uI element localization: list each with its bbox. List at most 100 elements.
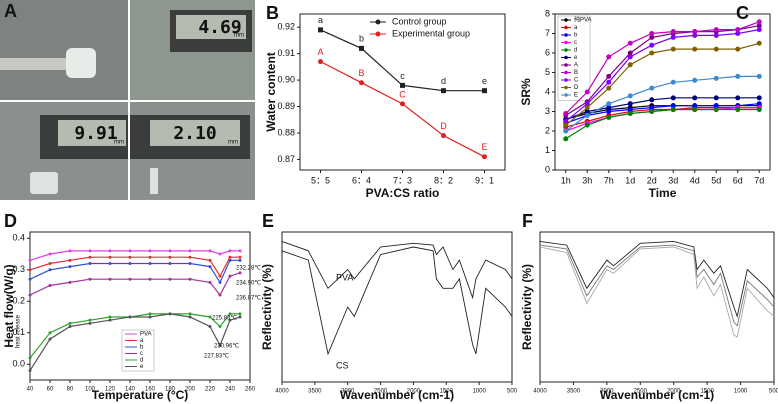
y-tick-label: 0 [545,164,550,174]
point [735,31,741,36]
y-tick-label: 0.90 [277,74,295,84]
x-tick-label: 1d [625,175,635,185]
y-tick-label: 0.87 [277,154,295,164]
point [88,249,92,253]
note: heat release [16,314,22,348]
point [692,32,698,38]
x-tick-label: 60 [47,387,54,393]
point-label: E [481,142,487,152]
caliper-lcd [176,15,246,39]
legend-label: A [574,63,578,69]
point [692,77,698,83]
point [28,356,32,360]
point [218,274,222,278]
y-tick-label: 0.91 [277,48,295,58]
legend-label: a [140,338,144,344]
series-line [565,75,760,132]
point [188,261,192,265]
photo-sample [66,48,96,78]
point [68,249,72,253]
point [649,97,655,103]
x-tick-label: 6：4 [352,175,371,185]
point [208,280,212,284]
x-tick-label: 1000 [472,389,486,395]
point [88,318,92,322]
y-axis-label: SR% [519,78,533,106]
reading: 4.69 [198,17,241,38]
point [649,109,655,114]
point [735,27,741,33]
x-tick-label: 40 [27,387,34,393]
point [563,118,569,124]
y-tick-label: 2 [545,125,550,135]
annotation: 227.83℃ [204,354,229,360]
point [148,249,152,253]
x-tick-label: 7：3 [393,175,412,185]
point [148,261,152,265]
plot-frame [281,231,513,383]
legend-label: Control group [392,16,447,26]
point [649,50,655,56]
legend-marker [564,48,568,52]
point [88,321,92,325]
x-tick-label: 2000 [667,389,681,395]
point [713,95,719,101]
legend-label: e [140,364,144,370]
legend-label: d [574,48,577,54]
point [735,95,741,101]
point [218,252,222,256]
point [670,103,676,109]
x-tick-label: 220 [205,387,216,393]
y-tick-label: 0.92 [277,22,295,32]
panel-label: B [266,3,279,23]
legend-marker [564,63,568,67]
point-label: C [399,89,406,99]
legend-box [557,15,591,101]
annotation: 225.83℃ [212,316,237,322]
legend-label: Experimental group [392,28,470,38]
point [735,46,741,52]
point [627,40,633,46]
point [649,105,655,111]
point [48,252,52,256]
x-tick-label: 5：5 [311,175,330,185]
point [482,88,487,94]
series-line [565,25,760,116]
point [208,315,212,319]
point [188,315,192,319]
point [68,258,72,262]
point [168,255,172,259]
x-tick-label: 2d [647,175,657,185]
legend-marker [564,93,568,97]
point [318,27,323,33]
unit: mm [234,33,244,39]
point [649,31,655,36]
x-tick-label: 200 [185,387,196,393]
point [68,321,72,325]
point [88,261,92,265]
point [128,249,132,253]
point [713,75,719,81]
point [88,277,92,281]
y-tick-label: 4 [545,86,550,96]
point-label: a [318,15,323,25]
x-tick-label: 260 [245,387,256,393]
point [228,318,232,322]
point [238,271,242,275]
point [28,293,32,297]
legend-label: PVA [140,332,152,338]
point [606,54,612,60]
point [756,107,762,113]
x-tick-label: 2500 [374,389,388,395]
point [68,324,72,328]
x-tick-label: 2500 [634,389,648,395]
x-tick-label: 3h [582,175,592,185]
curve-label: PVA [336,273,353,283]
point [238,249,242,253]
point [128,261,132,265]
point [238,315,242,319]
legend-marker [564,78,568,82]
x-tick-label: 1000 [734,389,748,395]
point [627,50,633,56]
point [228,249,232,253]
